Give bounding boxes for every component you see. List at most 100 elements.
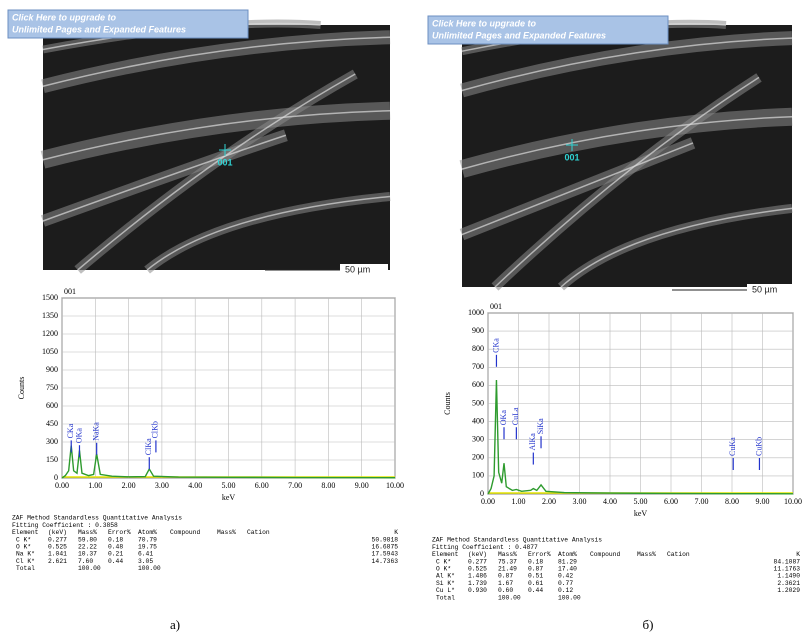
peak-label: OKa bbox=[74, 428, 83, 444]
table-cell: O K* bbox=[436, 565, 451, 572]
table-cell: 14.7363 bbox=[372, 558, 399, 565]
table-cell: C K* bbox=[16, 536, 31, 543]
table-header: Mass% bbox=[78, 529, 97, 536]
y-tick-label: 300 bbox=[472, 435, 484, 444]
peak-label: CuLa bbox=[511, 407, 520, 425]
table-cell: 100.00 bbox=[78, 565, 101, 572]
peak-label: CuKb bbox=[754, 437, 763, 456]
table-cell: Si K* bbox=[436, 580, 455, 587]
x-tick-label: 7.00 bbox=[695, 497, 709, 506]
table-cell: 0.277 bbox=[468, 558, 487, 565]
y-tick-label: 1050 bbox=[42, 347, 58, 356]
caption: б) bbox=[643, 617, 654, 632]
scale-label: 50 µm bbox=[345, 264, 370, 274]
table-cell: 0.18 bbox=[108, 536, 123, 543]
chart-title: 001 bbox=[490, 302, 502, 311]
table-cell: 19.75 bbox=[138, 543, 157, 550]
table-cell: 0.12 bbox=[558, 587, 573, 594]
table-cell: 17.40 bbox=[558, 565, 577, 572]
page: 001 50 µm Click Here to upgrade to Unlimite… bbox=[0, 0, 803, 641]
y-tick-label: 300 bbox=[46, 437, 58, 446]
y-tick-label: 150 bbox=[46, 455, 58, 464]
x-axis-label: keV bbox=[222, 493, 236, 502]
table-header: (keV) bbox=[48, 529, 67, 536]
scale-label: 50 µm bbox=[752, 284, 777, 294]
table-cell: 100.00 bbox=[498, 594, 521, 601]
table-cell: 0.277 bbox=[48, 536, 67, 543]
y-tick-label: 450 bbox=[46, 419, 58, 428]
table-cell: 70.79 bbox=[138, 536, 157, 543]
y-tick-label: 600 bbox=[46, 401, 58, 410]
x-tick-label: 2.00 bbox=[542, 497, 556, 506]
y-tick-label: 500 bbox=[472, 398, 484, 407]
table-cell: 0.48 bbox=[108, 543, 123, 550]
x-tick-label: 1.00 bbox=[512, 497, 526, 506]
table-cell: 1.67 bbox=[498, 580, 513, 587]
peak-label: CuKa bbox=[728, 437, 737, 456]
peak-label: CKa bbox=[491, 338, 500, 353]
peak-label: NaKa bbox=[91, 422, 100, 441]
table-cell: 50.9818 bbox=[372, 536, 399, 543]
table-cell: 6.41 bbox=[138, 551, 153, 558]
y-tick-label: 100 bbox=[472, 471, 484, 480]
table-header: Mass% bbox=[217, 529, 236, 536]
table-cell: 0.87 bbox=[528, 565, 543, 572]
banner-text: Unlimited Pages and Expanded Features bbox=[12, 24, 186, 34]
table-cell: 2.3621 bbox=[777, 580, 800, 587]
point-label: 001 bbox=[217, 157, 232, 167]
table-header: Element bbox=[12, 529, 39, 536]
table-cell: 0.61 bbox=[528, 580, 543, 587]
point-label: 001 bbox=[564, 152, 579, 162]
table-header: Cation bbox=[247, 529, 270, 536]
table-cell: Al K* bbox=[436, 573, 455, 580]
peak-label: AlKa bbox=[528, 433, 537, 451]
table-header: Error% bbox=[108, 529, 131, 536]
table-cell: 0.525 bbox=[468, 565, 487, 572]
table-cell: 1.1490 bbox=[777, 573, 800, 580]
table-cell: 0.60 bbox=[498, 587, 513, 594]
table-header: Mass% bbox=[637, 551, 656, 558]
table-cell: C K* bbox=[436, 558, 451, 565]
x-tick-label: 9.00 bbox=[756, 497, 770, 506]
x-tick-label: 1.00 bbox=[88, 481, 102, 490]
table-header: Compound bbox=[170, 529, 200, 536]
x-tick-label: 5.00 bbox=[634, 497, 648, 506]
table-title: ZAF Method Standardless Quantitative Ana… bbox=[432, 537, 602, 544]
table-header: (keV) bbox=[468, 551, 487, 558]
y-axis-label: Counts bbox=[17, 377, 26, 400]
table-header: Compound bbox=[590, 551, 620, 558]
table-fitting: Fitting Coefficient : 0.4877 bbox=[432, 544, 538, 551]
table-header: Cation bbox=[667, 551, 690, 558]
chart-title: 001 bbox=[64, 287, 76, 296]
banner-text: Click Here to upgrade to bbox=[432, 18, 537, 28]
x-tick-label: 10.00 bbox=[784, 497, 802, 506]
table-header: Atom% bbox=[558, 551, 577, 558]
peak-label: SiKa bbox=[536, 418, 545, 434]
y-tick-label: 1200 bbox=[42, 329, 58, 338]
x-tick-label: 6.00 bbox=[664, 497, 678, 506]
table-cell: 1.041 bbox=[48, 551, 67, 558]
table-header: Mass% bbox=[498, 551, 517, 558]
x-tick-label: 6.00 bbox=[255, 481, 269, 490]
table-cell: 0.44 bbox=[528, 587, 543, 594]
peak-label: ClKa bbox=[144, 438, 153, 455]
y-tick-label: 800 bbox=[472, 344, 484, 353]
x-tick-label: 0.00 bbox=[55, 481, 69, 490]
table-cell: 0.525 bbox=[48, 543, 67, 550]
table-cell: 1.739 bbox=[468, 580, 487, 587]
x-tick-label: 9.00 bbox=[355, 481, 369, 490]
table-header: K bbox=[394, 529, 398, 536]
table-cell: 0.44 bbox=[108, 558, 123, 565]
y-tick-label: 1500 bbox=[42, 293, 58, 302]
banner-text: Click Here to upgrade to bbox=[12, 12, 117, 22]
peak-label: ClKb bbox=[151, 421, 160, 438]
table-cell: 7.60 bbox=[78, 558, 93, 565]
y-tick-label: 900 bbox=[46, 365, 58, 374]
table-cell: 0.42 bbox=[558, 573, 573, 580]
table-cell: 0.21 bbox=[108, 551, 123, 558]
table-cell: Na K* bbox=[16, 551, 35, 558]
x-tick-label: 2.00 bbox=[122, 481, 136, 490]
x-tick-label: 3.00 bbox=[573, 497, 587, 506]
table-cell: 3.05 bbox=[138, 558, 153, 565]
table-cell: 21.49 bbox=[498, 565, 517, 572]
